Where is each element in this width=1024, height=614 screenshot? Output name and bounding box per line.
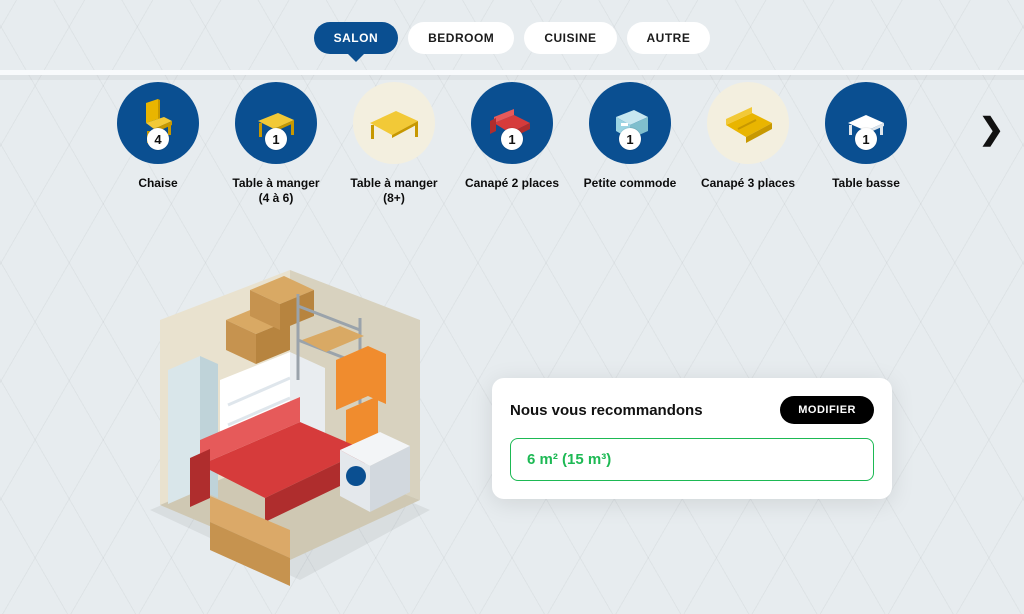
recommended-size[interactable]: 6 m² (15 m³) [510,438,874,481]
item-table-4-6-badge: 1 [265,128,287,150]
item-chaise-label: Chaise [138,176,177,191]
table-large-icon [364,93,424,153]
item-canape-3-circle [707,82,789,164]
item-table-4-6[interactable]: 1 Table à manger(4 à 6) [226,82,326,206]
category-tabs: SALON BEDROOM CUISINE AUTRE [0,22,1024,54]
item-table-basse-label: Table basse [832,176,900,191]
recommendation-title: Nous vous recommandons [510,402,703,419]
item-canape-2-label: Canapé 2 places [465,176,559,191]
item-petite-commode-circle: 1 [589,82,671,164]
item-canape-2-badge: 1 [501,128,523,150]
item-table-basse[interactable]: 1 Table basse [816,82,916,191]
item-table-8-label: Table à manger(8+) [350,176,437,206]
item-table-basse-circle: 1 [825,82,907,164]
item-petite-commode[interactable]: 1 Petite commode [580,82,680,191]
tab-autre[interactable]: AUTRE [627,22,711,54]
modify-button[interactable]: MODIFIER [780,396,874,424]
sofa-3-icon [718,93,778,153]
furniture-row: 4 Chaise 1 Table à manger(4 à 6) [0,82,1024,206]
item-canape-3[interactable]: Canapé 3 places [698,82,798,191]
carousel-next-icon[interactable]: ❯ [979,112,1004,147]
item-chaise[interactable]: 4 Chaise [108,82,208,191]
item-table-8-circle [353,82,435,164]
item-table-8[interactable]: Table à manger(8+) [344,82,444,206]
item-canape-2-circle: 1 [471,82,553,164]
item-table-4-6-circle: 1 [235,82,317,164]
item-petite-commode-badge: 1 [619,128,641,150]
item-canape-3-label: Canapé 3 places [701,176,795,191]
tab-cuisine[interactable]: CUISINE [524,22,616,54]
tab-bedroom[interactable]: BEDROOM [408,22,514,54]
recommendation-card: Nous vous recommandons MODIFIER 6 m² (15… [492,378,892,499]
tab-salon[interactable]: SALON [314,22,399,54]
item-petite-commode-label: Petite commode [584,176,677,191]
item-chaise-circle: 4 [117,82,199,164]
item-table-4-6-label: Table à manger(4 à 6) [232,176,319,206]
item-chaise-badge: 4 [147,128,169,150]
storage-illustration [140,260,440,580]
item-table-basse-badge: 1 [855,128,877,150]
item-canape-2[interactable]: 1 Canapé 2 places [462,82,562,191]
